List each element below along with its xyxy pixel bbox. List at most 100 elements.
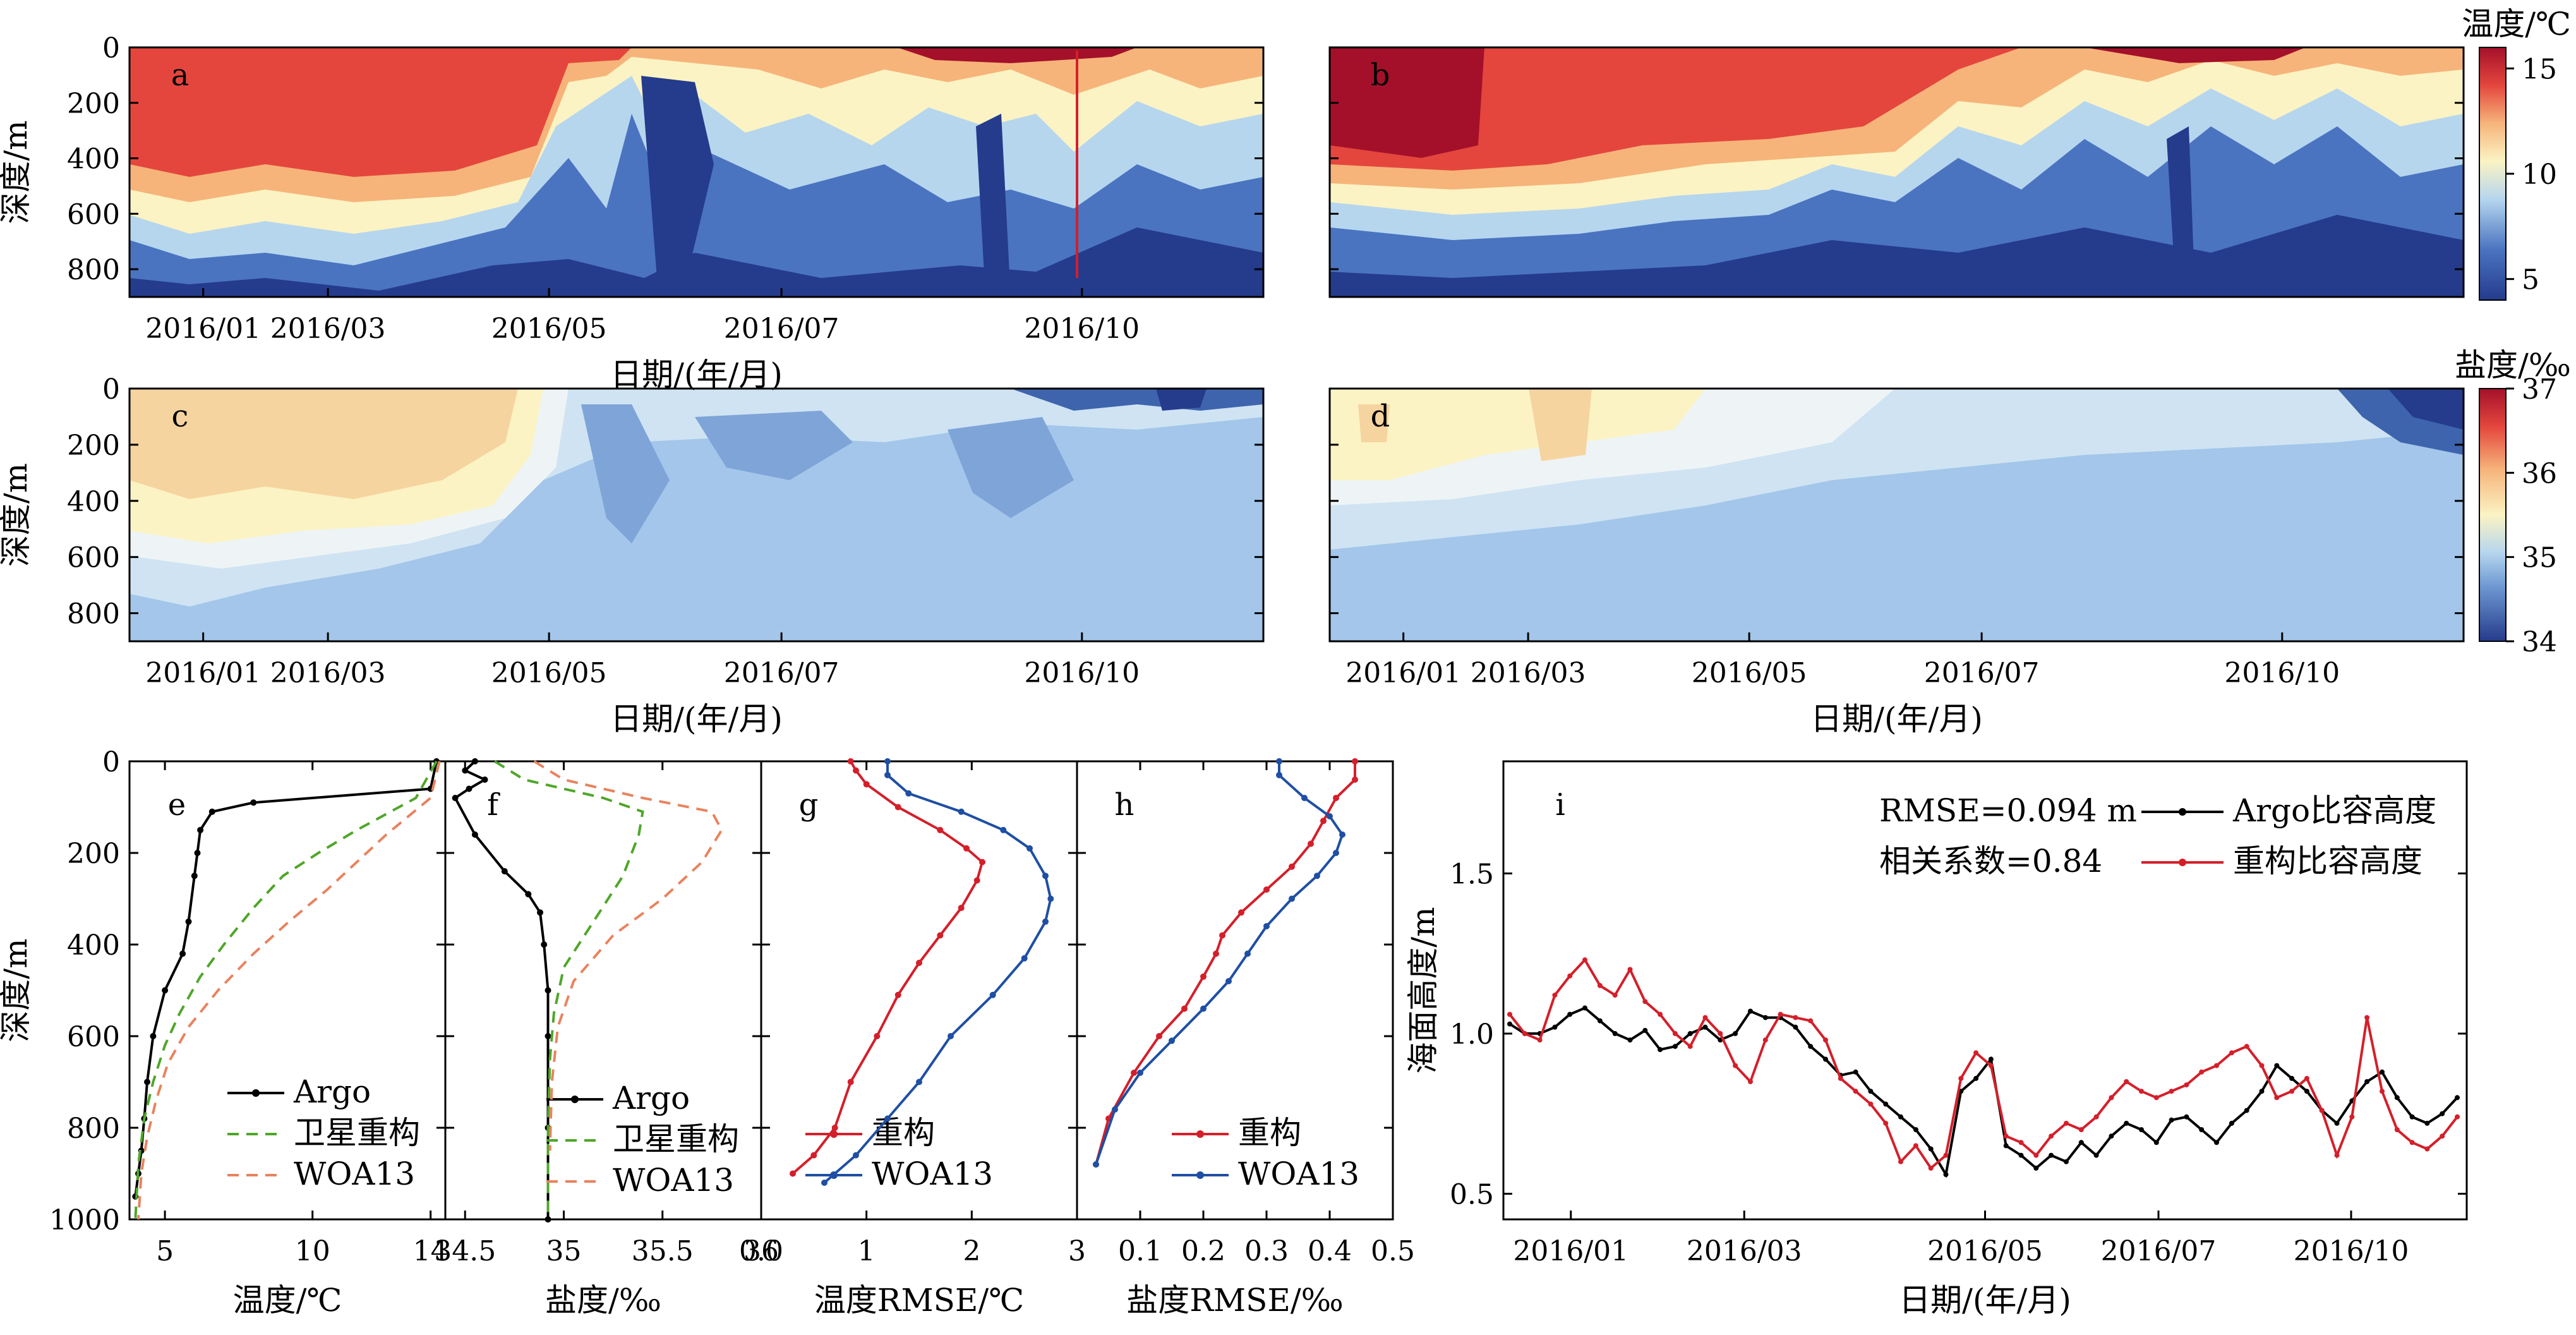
data-point	[2093, 1152, 2099, 1158]
data-point	[1762, 1037, 1768, 1043]
panel-label: f	[487, 787, 500, 823]
data-point	[1853, 1089, 1858, 1094]
data-point	[2033, 1152, 2039, 1158]
x-tick-label: 0.3	[1244, 1235, 1289, 1267]
data-point	[1244, 950, 1251, 957]
y-tick-label: 200	[67, 430, 120, 462]
data-point	[884, 758, 891, 764]
data-point	[2394, 1095, 2400, 1101]
data-point	[144, 1078, 150, 1085]
y-tick-label: 600	[67, 1021, 120, 1053]
data-point	[1748, 1008, 1753, 1014]
data-point	[1333, 850, 1339, 856]
x-tick-label: 1	[858, 1235, 876, 1267]
y-tick-label: 800	[67, 1113, 120, 1145]
data-point	[2109, 1133, 2114, 1139]
y-tick-label: 200	[67, 88, 120, 120]
x-tick-label: 2016/10	[1024, 657, 1140, 689]
annotation: RMSE=0.094 m	[1879, 792, 2137, 829]
data-point	[2199, 1127, 2205, 1132]
heat-layer-darkred	[2085, 47, 2306, 63]
data-point	[466, 785, 472, 792]
heat-cold-intrusion	[2167, 126, 2195, 297]
colorbar-tick-label: 10	[2522, 159, 2557, 191]
data-point	[1642, 999, 1648, 1005]
data-point	[150, 1033, 157, 1039]
series-line	[1095, 761, 1344, 1165]
data-point	[1238, 909, 1244, 916]
data-point	[2018, 1152, 2024, 1158]
data-point	[2259, 1089, 2265, 1094]
data-point	[1131, 1070, 1137, 1076]
data-point	[1672, 1044, 1678, 1049]
heat-layer-red	[129, 47, 632, 177]
data-point	[2093, 1114, 2099, 1120]
panel-a-frame	[128, 46, 1265, 298]
data-point	[162, 987, 169, 994]
data-point	[2349, 1114, 2355, 1120]
y-tick-label: 0	[102, 32, 120, 64]
y-tick-label: 1.0	[1450, 1018, 1494, 1051]
legend-marker	[571, 1096, 579, 1103]
data-point	[1276, 758, 1282, 764]
panel-label: g	[799, 787, 819, 823]
heat-patch-tan	[1358, 404, 1390, 442]
data-point	[1672, 1030, 1678, 1036]
heat-cold-intrusion	[641, 76, 714, 297]
data-point	[1928, 1146, 1934, 1152]
heat-layer-darkred	[1330, 47, 1484, 158]
data-point	[1958, 1075, 1964, 1081]
data-point	[1612, 993, 1618, 998]
data-point	[905, 790, 912, 797]
data-point	[894, 804, 901, 811]
heat-layer-cream	[1330, 389, 1706, 480]
data-point	[2409, 1140, 2415, 1145]
heat-layer-tan	[129, 389, 518, 499]
data-point	[863, 781, 870, 788]
x-tick-label: 2016/10	[2224, 657, 2340, 689]
data-point	[2455, 1114, 2460, 1120]
data-point	[2169, 1089, 2174, 1094]
data-point	[1868, 1101, 1874, 1107]
data-point	[1793, 1024, 1798, 1030]
panel-label: c	[172, 399, 189, 434]
data-point	[2003, 1143, 2009, 1149]
y-tick-label: 600	[67, 542, 120, 574]
data-point	[1928, 1165, 1934, 1171]
data-point	[2304, 1075, 2309, 1081]
colorbar-tick-label: 35	[2522, 542, 2557, 574]
data-point	[1973, 1050, 1979, 1056]
x-axis-label: 盐度/‰	[545, 1282, 661, 1319]
panel-d-frame	[1328, 387, 2465, 643]
x-tick-label: 2016/01	[1513, 1235, 1628, 1267]
data-point	[853, 1152, 859, 1159]
data-point	[545, 987, 551, 994]
data-point	[1868, 1089, 1874, 1094]
data-point	[2455, 1095, 2460, 1101]
data-point	[2440, 1133, 2445, 1139]
data-point	[2018, 1140, 2024, 1145]
heat-patch-blue	[948, 417, 1074, 518]
data-point	[948, 1033, 954, 1039]
data-point	[1320, 818, 1327, 825]
data-point	[874, 1033, 881, 1039]
colorbar-title: 温度/℃	[2462, 6, 2571, 42]
data-point	[831, 1125, 838, 1131]
data-point	[1507, 1012, 1512, 1017]
legend-marker	[1196, 1130, 1204, 1138]
data-point	[1658, 1047, 1663, 1053]
data-point	[1762, 1015, 1768, 1020]
y-tick-label: 1000	[49, 1204, 120, 1236]
data-point	[1883, 1101, 1889, 1107]
colorbar-temperature	[2479, 47, 2507, 301]
data-point	[937, 932, 944, 939]
series-line	[137, 761, 441, 1220]
data-point	[1507, 1021, 1512, 1027]
data-point	[884, 771, 891, 778]
data-point	[1823, 1037, 1828, 1043]
y-tick-label: 800	[67, 598, 120, 631]
y-tick-label: 0	[102, 746, 120, 778]
y-axis-label: 深度/m	[0, 120, 34, 224]
data-point	[2109, 1095, 2114, 1101]
colorbar-title: 盐度/‰	[2455, 347, 2571, 384]
